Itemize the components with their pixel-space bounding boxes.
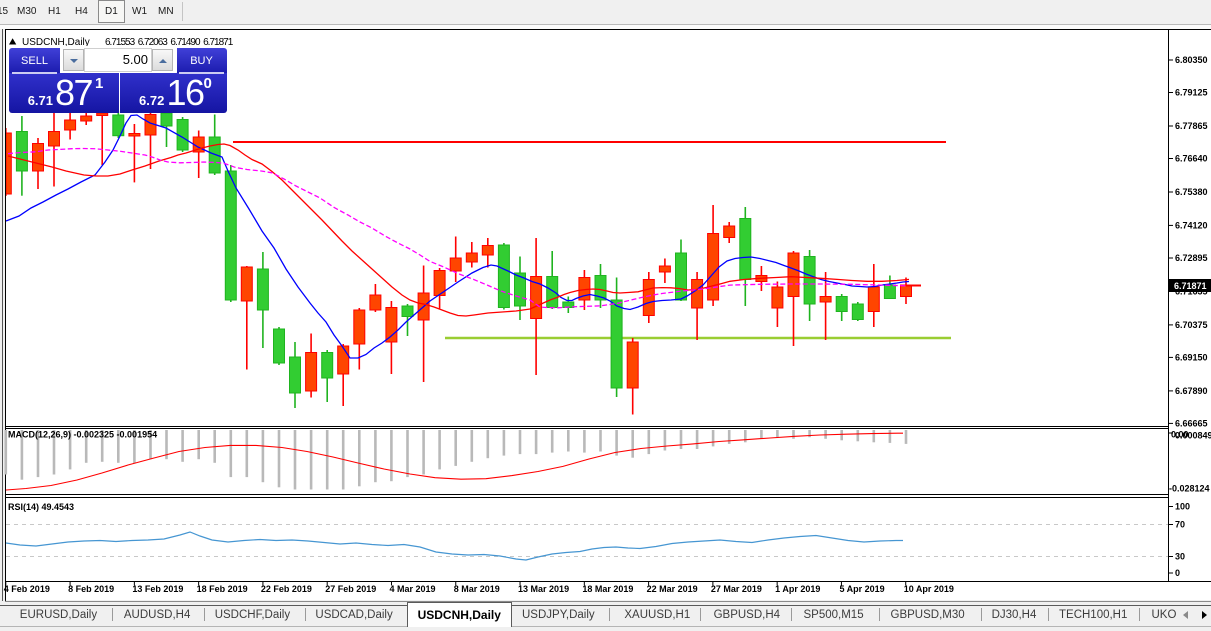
svg-text:6.67890: 6.67890 (1175, 386, 1208, 396)
svg-text:0.000849: 0.000849 (1175, 431, 1211, 441)
svg-text:30: 30 (1175, 552, 1185, 562)
svg-text:27 Feb 2019: 27 Feb 2019 (325, 584, 376, 594)
svg-text:27 Mar 2019: 27 Mar 2019 (711, 584, 762, 594)
svg-text:13 Mar 2019: 13 Mar 2019 (518, 584, 569, 594)
svg-text:6.66665: 6.66665 (1175, 419, 1208, 429)
svg-text:6.72895: 6.72895 (1175, 253, 1208, 263)
svg-text:22 Mar 2019: 22 Mar 2019 (647, 584, 698, 594)
svg-text:6.79125: 6.79125 (1175, 88, 1208, 98)
svg-text:6.80350: 6.80350 (1175, 55, 1208, 65)
svg-text:13 Feb 2019: 13 Feb 2019 (132, 584, 183, 594)
svg-text:6.77865: 6.77865 (1175, 121, 1208, 131)
svg-text:0: 0 (1175, 568, 1180, 578)
svg-text:6.70375: 6.70375 (1175, 320, 1208, 330)
svg-text:8 Feb 2019: 8 Feb 2019 (68, 584, 114, 594)
svg-text:6.71553 6.72063 6.71490 6.7: 6.71553 6.72063 6.71490 6.71871 (105, 37, 234, 48)
svg-text:USDCNH,Daily: USDCNH,Daily (22, 37, 90, 48)
svg-text:100: 100 (1175, 502, 1190, 512)
svg-text:10 Apr 2019: 10 Apr 2019 (904, 584, 954, 594)
svg-text:-0.028124: -0.028124 (1169, 484, 1210, 494)
svg-text:4 Mar 2019: 4 Mar 2019 (389, 584, 435, 594)
svg-text:MACD(12,26,9) -0.002325 -0.001: MACD(12,26,9) -0.002325 -0.001954 (8, 430, 157, 440)
svg-text:22 Feb 2019: 22 Feb 2019 (261, 584, 312, 594)
svg-text:1 Apr 2019: 1 Apr 2019 (775, 584, 820, 594)
svg-text:5 Apr 2019: 5 Apr 2019 (839, 584, 884, 594)
svg-text:6.71871: 6.71871 (1174, 281, 1207, 291)
svg-text:18 Mar 2019: 18 Mar 2019 (582, 584, 633, 594)
svg-text:6.76640: 6.76640 (1175, 154, 1208, 164)
svg-text:70: 70 (1175, 520, 1185, 530)
svg-text:RSI(14) 49.4543: RSI(14) 49.4543 (8, 502, 74, 512)
svg-text:6.74120: 6.74120 (1175, 221, 1208, 231)
svg-text:6.69150: 6.69150 (1175, 353, 1208, 363)
svg-text:18 Feb 2019: 18 Feb 2019 (197, 584, 248, 594)
svg-text:8 Mar 2019: 8 Mar 2019 (454, 584, 500, 594)
svg-text:6.75380: 6.75380 (1175, 187, 1208, 197)
svg-text:0.00: 0.00 (1171, 430, 1189, 440)
svg-text:4 Feb 2019: 4 Feb 2019 (4, 584, 50, 594)
